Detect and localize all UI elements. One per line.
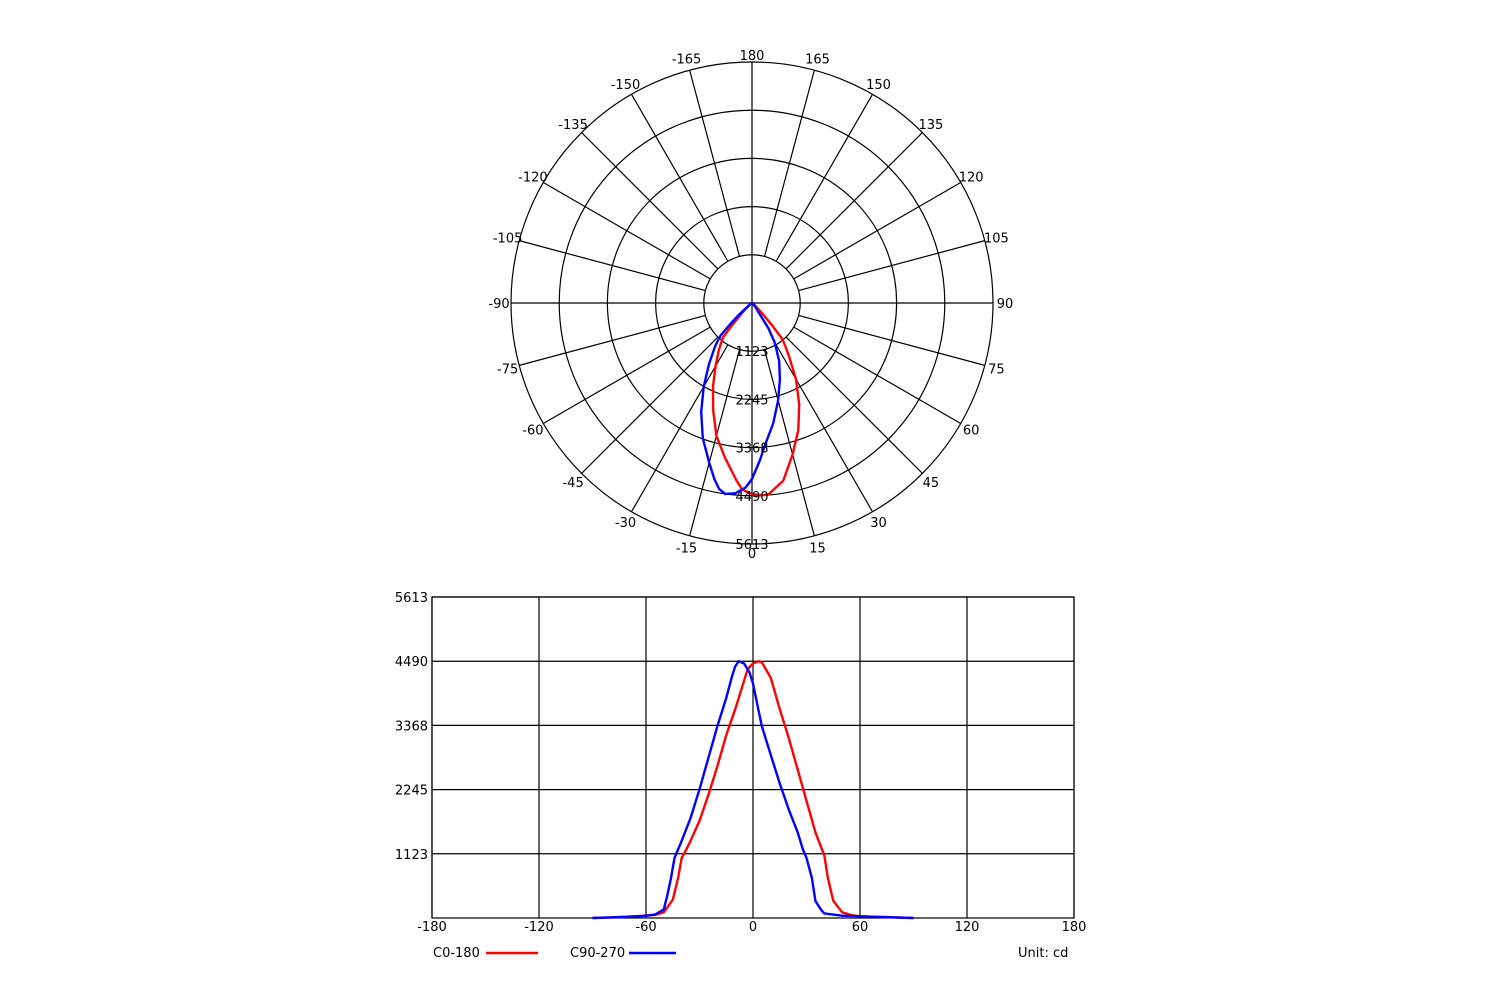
cartesian-y-tick-label-2: 3368 [395,719,428,734]
polar-angle-label-18: -90 [488,297,509,312]
polar-spoke-19 [519,240,706,292]
polar-angle-label-20: -120 [518,171,548,186]
polar-angle-label-23: -165 [672,53,702,68]
polar-spoke-15 [581,336,719,474]
polar-angle-label-21: -135 [558,118,588,133]
polar-angle-label-17: -75 [497,362,518,377]
polar-angle-label-14: -30 [615,516,636,531]
polar-radial-label-1: 2245 [735,393,768,408]
legend-label-c0-180: C0-180 [433,946,480,961]
polar-angle-label-19: -105 [493,232,523,247]
cartesian-x-tick-label-4: 60 [852,920,869,935]
unit-label: Unit: cd [1018,946,1068,961]
polar-series-c90-270 [700,301,782,496]
polar-angle-label-2: 150 [866,78,891,93]
polar-spoke-7 [798,314,985,366]
cartesian-x-tick-label-5: 120 [955,920,980,935]
polar-angle-label-7: 75 [988,362,1005,377]
cartesian-x-tick-label-1: -120 [524,920,554,935]
polar-angle-label-15: -45 [562,476,583,491]
polar-spoke-8 [793,326,962,425]
polar-spoke-5 [798,240,985,292]
polar-spoke-1 [763,70,815,257]
polar-angle-label-8: 60 [963,424,980,439]
polar-angle-label-16: -60 [522,424,543,439]
polar-angle-label-1: 165 [805,53,830,68]
polar-angle-label-5: 105 [984,232,1009,247]
polar-radial-label-3: 4490 [735,490,768,505]
cartesian-series-c0-180 [592,660,914,920]
polar-angle-label-4: 120 [959,171,984,186]
polar-spoke-21 [581,132,719,270]
legend-label-c90-270: C90-270 [570,946,625,961]
polar-angle-label-22: -150 [611,78,641,93]
polar-angle-label-9: 45 [923,476,940,491]
polar-angle-label-10: 30 [870,516,887,531]
cartesian-y-tick-label-0: 1123 [395,848,428,863]
polar-spoke-22 [630,93,729,262]
polar-spoke-10 [775,344,874,513]
cartesian-x-tick-label-3: 0 [749,920,757,935]
polar-spoke-17 [519,314,706,366]
polar-angle-label-0: 180 [740,49,765,64]
polar-spoke-20 [542,181,711,280]
cartesian-intensity-chart: -180 -120 -60 0 60 120 180 1123 2245 3368 4490 5613 [395,591,1087,935]
cartesian-series-c90-270 [592,660,914,920]
polar-spoke-14 [630,344,729,513]
polar-spoke-2 [775,93,874,262]
polar-intensity-chart: 180 1651501351201059075604530150-15-30-45… [488,49,1013,562]
polar-spoke-16 [542,326,711,425]
polar-angle-label-3: 135 [918,118,943,133]
chart-legend: C0-180 C90-270 Unit: cd [433,946,1068,961]
polar-spoke-13 [689,349,741,536]
cartesian-x-tick-label-6: 180 [1062,920,1087,935]
cartesian-x-tick-label-0: -180 [417,920,447,935]
polar-radial-label-0: 1123 [735,345,768,360]
polar-radial-label-2: 3368 [735,442,768,457]
polar-angle-label-12: 0 [748,547,756,562]
cartesian-x-tick-label-2: -60 [635,920,656,935]
cartesian-y-tick-label-1: 2245 [395,784,428,799]
polar-angle-label-13: -15 [676,541,697,556]
polar-angle-label-11: 15 [809,541,826,556]
polar-spoke-23 [689,70,741,257]
cartesian-y-tick-label-4: 5613 [395,591,428,606]
polar-angle-label-6: 90 [997,297,1014,312]
polar-spoke-11 [763,349,815,536]
polar-radial-label-4: 5613 [735,538,768,553]
polar-spoke-9 [785,336,923,474]
polar-spoke-4 [793,181,962,280]
cartesian-y-tick-label-3: 4490 [395,655,428,670]
polar-spoke-3 [785,132,923,270]
